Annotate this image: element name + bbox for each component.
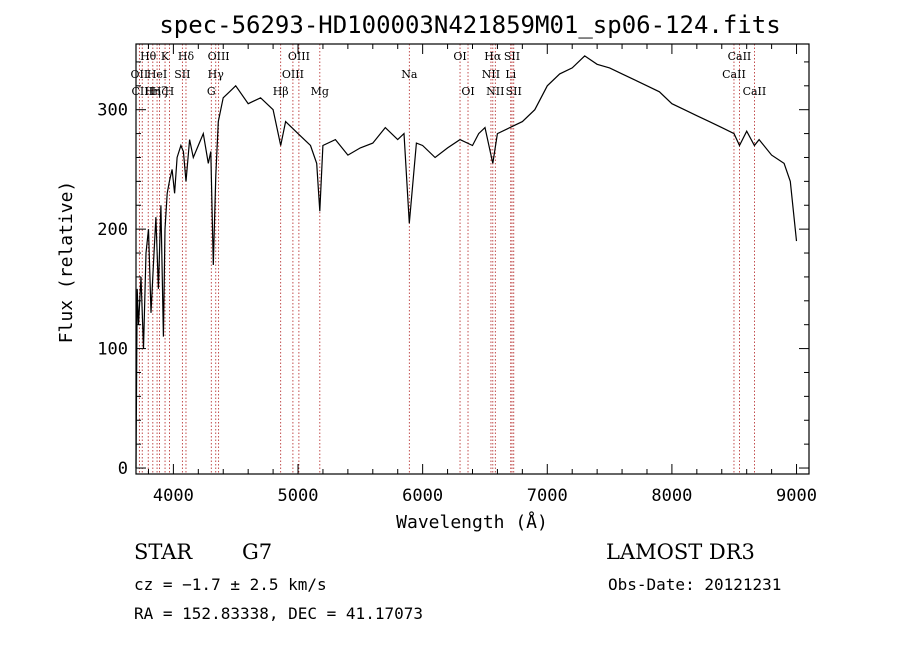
x-tick-label: 5000 xyxy=(278,486,319,506)
line-label-23: Li xyxy=(505,68,516,81)
line-label-1: CIII xyxy=(132,85,153,98)
line-label-8: SII xyxy=(174,68,190,81)
x-tick-label: 9000 xyxy=(776,486,817,506)
line-label-27: CaII xyxy=(728,50,752,63)
line-label-15: OIII xyxy=(288,50,310,63)
y-tick-label: 100 xyxy=(97,340,128,360)
redshift-cz: cz = −1.7 ± 2.5 km/s xyxy=(134,575,327,594)
line-label-12: OIII xyxy=(208,50,230,63)
line-label-6: K xyxy=(161,50,170,63)
object-subclass: G7 xyxy=(242,540,272,564)
plot-frame xyxy=(135,43,810,475)
line-label-16: Mg xyxy=(311,85,329,98)
line-label-19: OI xyxy=(461,85,474,98)
line-label-22: NII xyxy=(486,85,504,98)
spectrum-series-line xyxy=(135,55,798,469)
x-tick-label: 8000 xyxy=(651,486,692,506)
y-tick-label: 200 xyxy=(97,220,128,240)
line-label-0: OII xyxy=(131,68,149,81)
coordinates: RA = 152.83338, DEC = 41.17073 xyxy=(134,604,423,623)
y-axis-label: Flux (relative) xyxy=(56,181,77,344)
x-axis-ticks: 4000 5000 6000 7000 8000 9000 xyxy=(147,44,817,506)
emission-line-markers xyxy=(138,44,755,474)
line-label-25: SII xyxy=(506,85,522,98)
x-tick-label: 6000 xyxy=(402,486,443,506)
y-axis-ticks: 0 100 200 300 xyxy=(97,61,809,479)
chart-title: spec-56293-HD100003N421859M01_sp06-124.f… xyxy=(159,11,780,39)
y-tick-label: 300 xyxy=(97,101,128,121)
line-label-21: Hα xyxy=(484,50,502,63)
y-tick-label: 0 xyxy=(118,459,128,479)
x-tick-label: 4000 xyxy=(153,486,194,506)
line-label-3: Hη xyxy=(145,85,161,98)
line-label-9: Hδ xyxy=(178,50,195,63)
line-label-20: NII xyxy=(482,68,500,81)
observation-date: Obs-Date: 20121231 xyxy=(608,575,781,594)
object-type: STAR xyxy=(134,540,193,564)
line-label-5: Hζ xyxy=(152,85,168,98)
line-label-11: Hγ xyxy=(208,68,225,81)
line-label-7: H xyxy=(165,85,175,98)
line-label-28: CaII xyxy=(743,85,767,98)
line-label-4: HeI xyxy=(147,68,167,81)
line-label-2: Hθ xyxy=(140,50,157,63)
line-label-13: Hβ xyxy=(273,85,289,98)
line-label-17: Na xyxy=(401,68,418,81)
line-label-26: CaII xyxy=(722,68,746,81)
survey-name: LAMOST DR3 xyxy=(606,540,755,564)
x-tick-label: 7000 xyxy=(527,486,568,506)
emission-line-labels: OII CIII Hθ Hη HeI Hζ K H SII Hδ G Hγ OIII Hβ OIII OIII… xyxy=(131,50,767,98)
x-axis-label: Wavelength (Å) xyxy=(396,511,548,533)
line-label-14: OIII xyxy=(282,68,304,81)
line-label-18: OI xyxy=(453,50,466,63)
line-label-24: SII xyxy=(504,50,520,63)
line-label-10: G xyxy=(207,85,216,98)
